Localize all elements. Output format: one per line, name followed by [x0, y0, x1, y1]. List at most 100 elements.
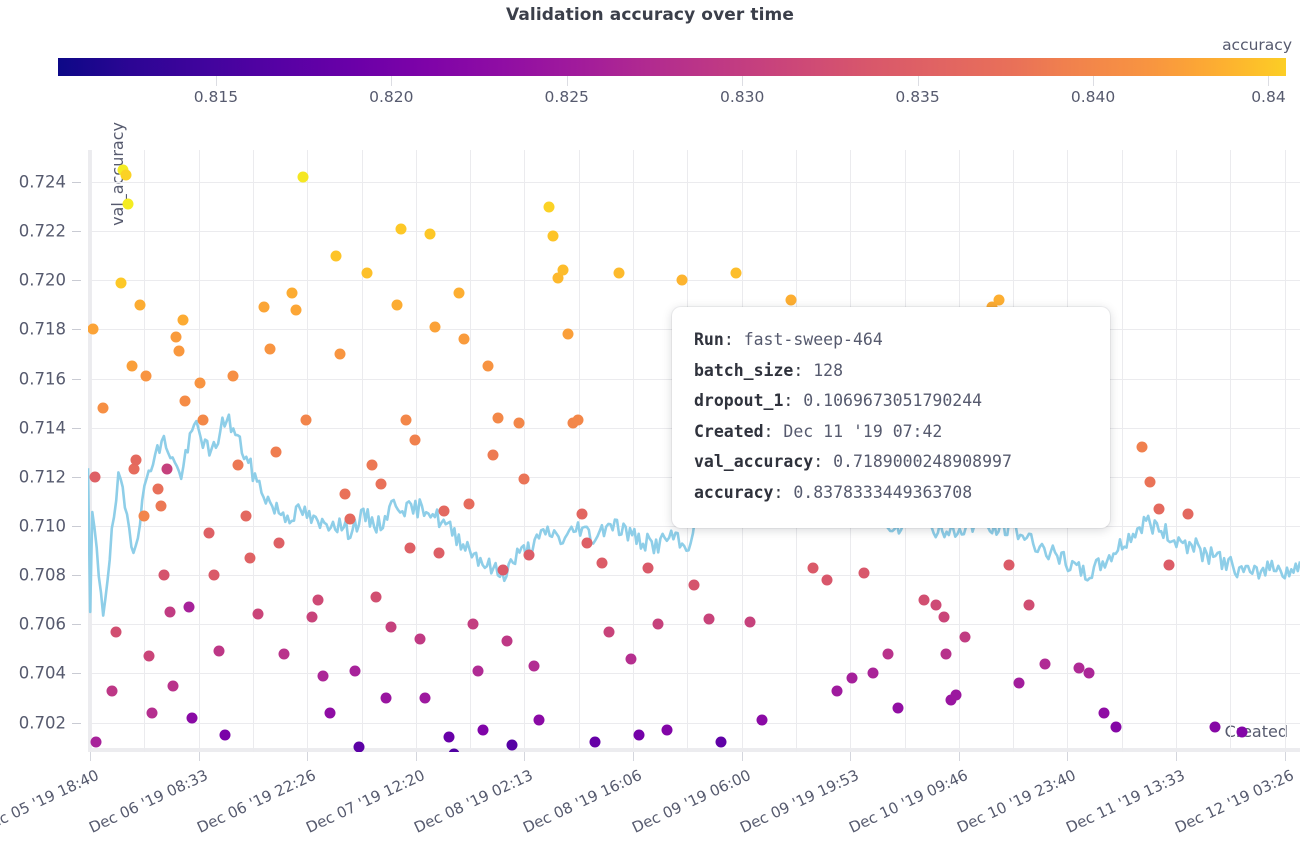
scatter-point[interactable] — [858, 567, 870, 579]
scatter-point[interactable] — [273, 537, 285, 549]
scatter-point[interactable] — [756, 714, 768, 726]
scatter-point[interactable] — [506, 739, 518, 751]
scatter-point[interactable] — [227, 370, 239, 382]
scatter-point[interactable] — [208, 569, 220, 581]
scatter-point[interactable] — [186, 712, 198, 724]
scatter-point[interactable] — [122, 198, 134, 210]
scatter-point[interactable] — [846, 672, 858, 684]
scatter-point[interactable] — [324, 707, 336, 719]
scatter-point[interactable] — [385, 621, 397, 633]
scatter-point[interactable] — [97, 402, 109, 414]
scatter-point[interactable] — [134, 299, 146, 311]
scatter-point[interactable] — [183, 601, 195, 613]
scatter-point[interactable] — [375, 478, 387, 490]
scatter-point[interactable] — [448, 748, 460, 752]
scatter-point[interactable] — [453, 287, 465, 298]
scatter-point[interactable] — [467, 618, 479, 630]
scatter-point[interactable] — [197, 414, 209, 426]
scatter-point[interactable] — [1098, 707, 1110, 719]
scatter-point[interactable] — [400, 414, 412, 426]
scatter-point[interactable] — [603, 626, 615, 638]
scatter-point[interactable] — [424, 228, 436, 240]
scatter-point[interactable] — [128, 463, 140, 475]
scatter-point[interactable] — [661, 724, 673, 736]
scatter-point[interactable] — [203, 527, 215, 539]
scatter-point[interactable] — [596, 557, 608, 569]
scatter-point[interactable] — [88, 323, 99, 335]
scatter-point[interactable] — [290, 304, 302, 316]
scatter-point[interactable] — [730, 267, 742, 279]
scatter-point[interactable] — [278, 648, 290, 660]
scatter-point[interactable] — [170, 331, 182, 343]
scatter-point[interactable] — [501, 635, 513, 647]
scatter-point[interactable] — [1023, 599, 1034, 611]
scatter-point[interactable] — [785, 294, 797, 306]
scatter-point[interactable] — [945, 694, 957, 706]
scatter-point[interactable] — [146, 707, 158, 719]
scatter-point[interactable] — [543, 201, 555, 212]
scatter-point[interactable] — [642, 562, 654, 574]
scatter-point[interactable] — [715, 736, 727, 748]
scatter-point[interactable] — [344, 513, 356, 525]
scatter-point[interactable] — [477, 724, 489, 736]
scatter-point[interactable] — [361, 267, 373, 279]
scatter-point[interactable] — [1013, 677, 1025, 689]
scatter-point[interactable] — [703, 613, 715, 625]
scatter-point[interactable] — [244, 552, 256, 564]
scatter-point[interactable] — [349, 665, 361, 677]
scatter-point[interactable] — [404, 542, 416, 554]
scatter-point[interactable] — [625, 653, 637, 665]
scatter-point[interactable] — [312, 594, 324, 606]
scatter-point[interactable] — [115, 277, 127, 289]
scatter-point[interactable] — [89, 471, 101, 483]
scatter-point[interactable] — [528, 660, 540, 672]
scatter-point[interactable] — [177, 314, 189, 326]
scatter-point[interactable] — [821, 574, 833, 586]
scatter-point[interactable] — [613, 267, 625, 279]
scatter-point[interactable] — [152, 483, 164, 495]
scatter-point[interactable] — [589, 736, 601, 748]
scatter-point[interactable] — [1144, 476, 1156, 488]
scatter-point[interactable] — [1236, 726, 1248, 738]
scatter-point[interactable] — [219, 729, 231, 741]
scatter-point[interactable] — [1073, 662, 1085, 674]
scatter-point[interactable] — [409, 434, 421, 446]
scatter-point[interactable] — [523, 549, 535, 561]
scatter-point[interactable] — [1110, 721, 1122, 733]
scatter-point[interactable] — [552, 272, 564, 284]
scatter-point[interactable] — [533, 714, 545, 726]
scatter-point[interactable] — [317, 670, 329, 682]
scatter-point[interactable] — [807, 562, 819, 574]
scatter-point[interactable] — [297, 171, 309, 183]
scatter-point[interactable] — [110, 626, 122, 638]
scatter-point[interactable] — [1039, 658, 1051, 670]
scatter-point[interactable] — [831, 685, 843, 697]
scatter-point[interactable] — [264, 343, 276, 355]
scatter-point[interactable] — [130, 454, 142, 466]
scatter-point[interactable] — [576, 508, 588, 520]
scatter-point[interactable] — [213, 645, 225, 657]
scatter-point[interactable] — [330, 250, 342, 262]
scatter-point[interactable] — [90, 736, 102, 748]
scatter-point[interactable] — [458, 333, 470, 345]
scatter-point[interactable] — [194, 377, 205, 389]
scatter-point[interactable] — [676, 274, 688, 286]
scatter-point[interactable] — [438, 505, 450, 517]
scatter-point[interactable] — [179, 395, 191, 407]
scatter-point[interactable] — [497, 564, 508, 576]
scatter-point[interactable] — [688, 579, 700, 591]
scatter-point[interactable] — [380, 692, 392, 704]
scatter-point[interactable] — [518, 473, 530, 485]
scatter-point[interactable] — [155, 500, 167, 512]
scatter-point[interactable] — [938, 611, 950, 623]
scatter-point[interactable] — [1083, 667, 1095, 679]
scatter-point[interactable] — [557, 264, 569, 276]
scatter-point[interactable] — [167, 680, 179, 692]
scatter-point[interactable] — [652, 618, 664, 630]
scatter-point[interactable] — [472, 665, 484, 677]
scatter-point[interactable] — [633, 729, 645, 741]
scatter-point[interactable] — [1136, 441, 1148, 453]
scatter-point[interactable] — [126, 360, 138, 372]
scatter-point[interactable] — [940, 648, 952, 660]
scatter-point[interactable] — [562, 328, 574, 340]
